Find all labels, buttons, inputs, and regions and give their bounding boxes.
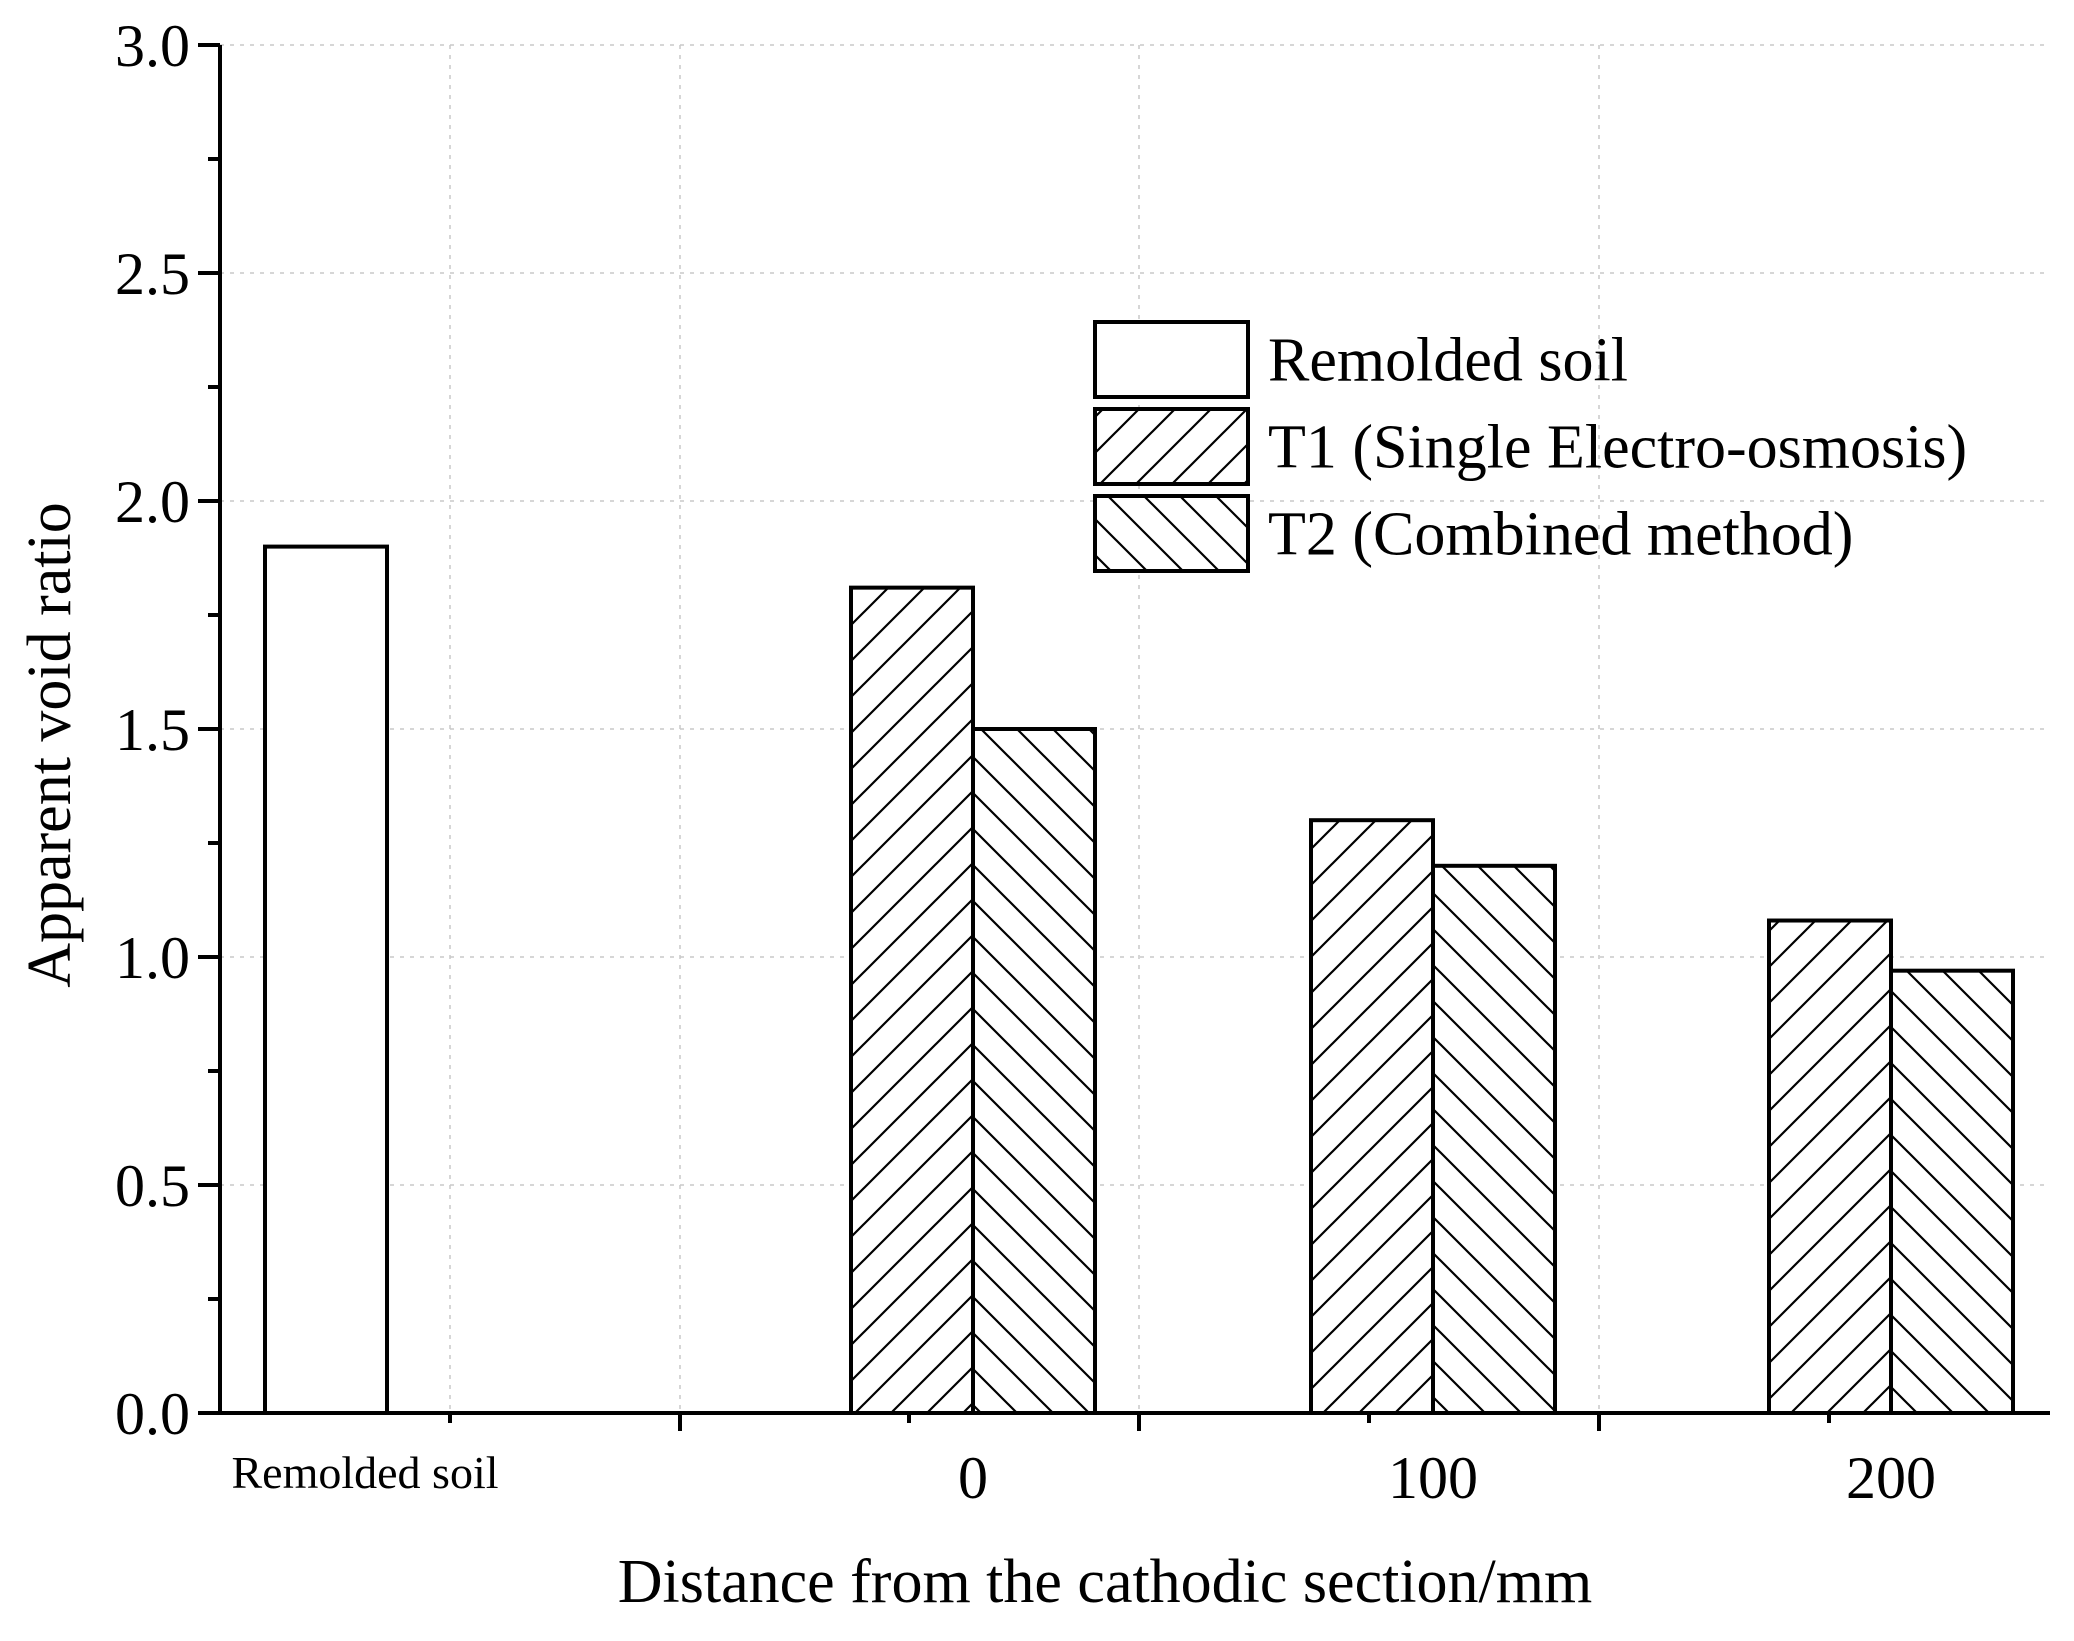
- legend-label: T2 (Combined method): [1268, 501, 1853, 569]
- bars: [263, 544, 2015, 1416]
- y-tick-label: 2.0: [115, 469, 190, 535]
- bar-t2-combined-method-0: [971, 727, 1097, 1415]
- y-tick-label: 1.0: [115, 925, 190, 991]
- bar-t2-combined-method-100: [1431, 863, 1557, 1415]
- bar-t1-single-electro-osmosis-0: [849, 585, 975, 1415]
- bar-t1-single-electro-osmosis-200: [1767, 918, 1893, 1416]
- y-tick-label: 0.0: [115, 1381, 190, 1447]
- y-tick-label: 1.5: [115, 697, 190, 763]
- y-tick-label: 0.5: [115, 1153, 190, 1219]
- legend-label: T1 (Single Electro-osmosis): [1268, 414, 1967, 482]
- legend-swatch: [1093, 494, 1250, 573]
- y-tick-label: 3.0: [115, 13, 190, 79]
- legend: Remolded soil T1 (Single Electro-osmosis)…: [1093, 320, 1967, 573]
- legend-swatch: [1093, 407, 1250, 486]
- bar-remolded-soil-remolded-soil: [263, 544, 389, 1415]
- bar-t2-combined-method-200: [1889, 968, 2015, 1415]
- x-category-label: 100: [1388, 1445, 1478, 1511]
- y-tick-label: 2.5: [115, 241, 190, 307]
- x-category-label: 0: [958, 1445, 988, 1511]
- legend-label: Remolded soil: [1268, 327, 1628, 395]
- y-axis-title: Apparent void ratio: [16, 502, 84, 988]
- x-axis-title: Distance from the cathodic section/mm: [618, 1548, 1592, 1616]
- x-category-label: 200: [1846, 1445, 1936, 1511]
- grid-lines: [220, 44, 2050, 1413]
- legend-swatch: [1093, 320, 1250, 399]
- bar-t1-single-electro-osmosis-100: [1309, 818, 1435, 1415]
- x-category-label: Remolded soil: [231, 1447, 498, 1498]
- axes: [198, 43, 2050, 1431]
- tick-labels: 0.0 0.5 1.0 1.5 2.0 2.5 3.0 Remolded soil 0 100 20…: [115, 13, 1936, 1511]
